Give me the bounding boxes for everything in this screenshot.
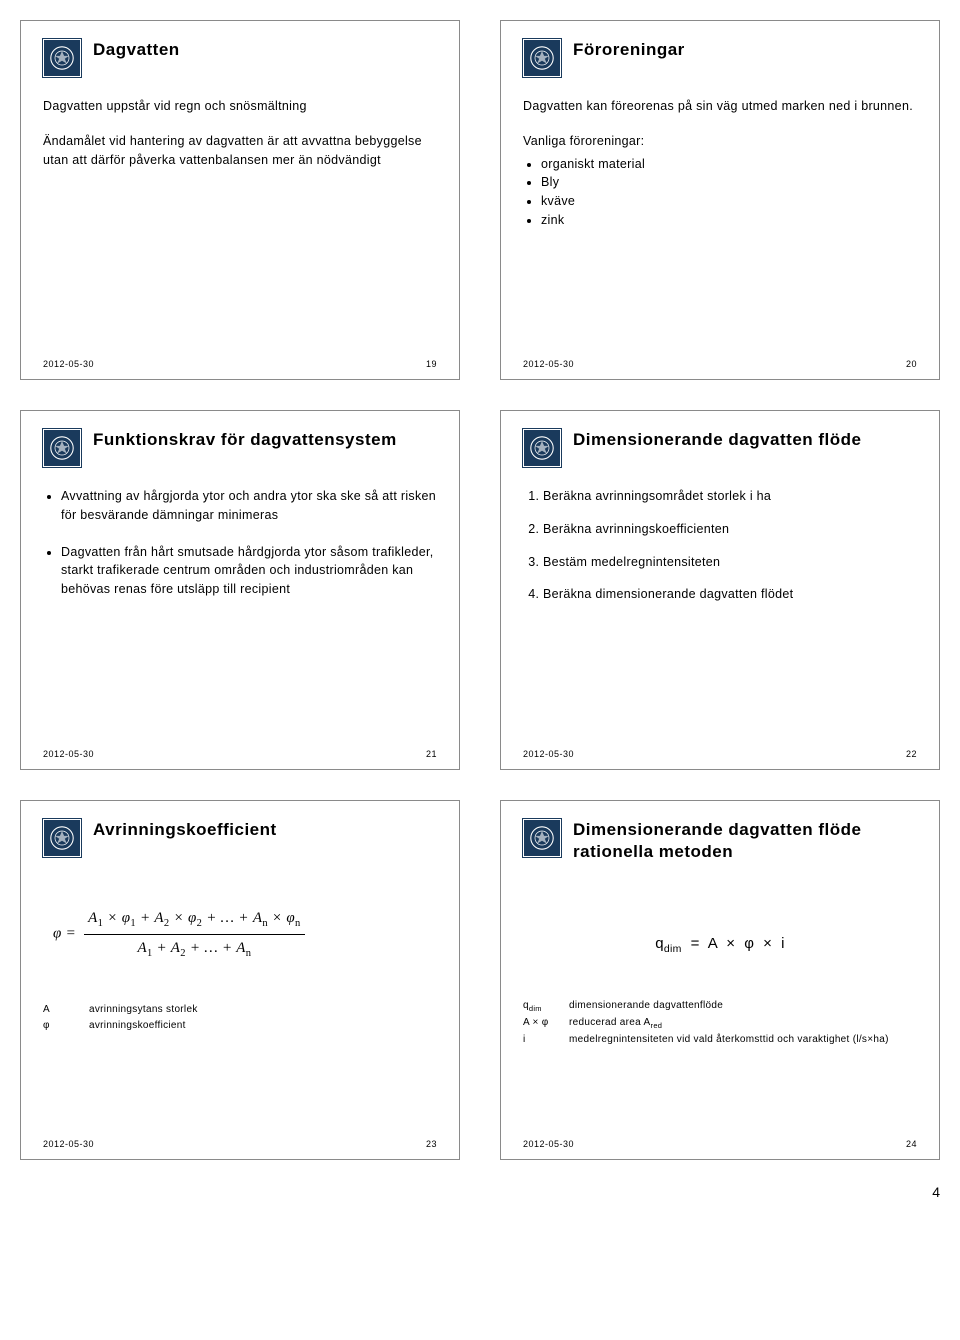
slide-date: 2012-05-30 [43, 749, 94, 759]
slide-content: qdim = A × φ × i qdim dimensionerande da… [523, 883, 917, 1127]
slide-footer: 2012-05-30 22 [523, 749, 917, 759]
paragraph: Dagvatten kan föreorenas på sin väg utme… [523, 97, 917, 116]
slide-title: Föroreningar [573, 39, 685, 61]
slide-23: Avrinningskoefficient φ = A1 × φ1 + A2 ×… [20, 800, 460, 1160]
list-item: kväve [541, 192, 917, 211]
slide-date: 2012-05-30 [523, 1139, 574, 1149]
symbol: φ [43, 1018, 79, 1034]
university-logo-icon [43, 39, 81, 77]
denominator: A1 + A2 + … + An [84, 935, 304, 962]
slide-22: Dimensionerande dagvatten flöde Beräkna … [500, 410, 940, 770]
slide-header: Dimensionerande dagvatten flöde [523, 429, 917, 467]
list-item: Beräkna avrinningsområdet storlek i ha [543, 487, 917, 506]
def-row: φ avrinningskoefficient [43, 1018, 437, 1034]
bullet-list: Avvattning av hårgjorda ytor och andra y… [43, 487, 437, 599]
slide-date: 2012-05-30 [523, 749, 574, 759]
slide-number: 23 [426, 1139, 437, 1149]
list-item: organiskt material [541, 155, 917, 174]
list-item: Bestäm medelregnintensiteten [543, 553, 917, 572]
slide-header: Funktionskrav för dagvattensystem [43, 429, 437, 467]
definitions: qdim dimensionerande dagvattenflöde A × … [523, 998, 917, 1048]
slide-19: Dagvatten Dagvatten uppstår vid regn och… [20, 20, 460, 380]
slide-content: Dagvatten uppstår vid regn och snösmältn… [43, 97, 437, 347]
slide-header: Dimensionerande dagvatten flöde rationel… [523, 819, 917, 863]
list-item: Beräkna dimensionerande dagvatten flödet [543, 585, 917, 604]
paragraph: Dagvatten uppstår vid regn och snösmältn… [43, 97, 437, 116]
numerator: A1 × φ1 + A2 × φ2 + … + An × φn [84, 907, 304, 935]
slide-title: Dimensionerande dagvatten flöde rationel… [573, 819, 917, 863]
paragraph: Vanliga föroreningar: [523, 132, 917, 151]
list-item: zink [541, 211, 917, 230]
equation: qdim = A × φ × i [523, 933, 917, 958]
slide-title: Avrinningskoefficient [93, 819, 277, 841]
bullet-list: organiskt material Bly kväve zink [523, 155, 917, 230]
slide-date: 2012-05-30 [43, 359, 94, 369]
slide-title: Dimensionerande dagvatten flöde [573, 429, 862, 451]
slide-date: 2012-05-30 [43, 1139, 94, 1149]
description: medelregnintensiteten vid vald återkomst… [569, 1032, 889, 1048]
slide-21: Funktionskrav för dagvattensystem Avvatt… [20, 410, 460, 770]
list-item: Beräkna avrinningskoefficienten [543, 520, 917, 539]
formula: φ = A1 × φ1 + A2 × φ2 + … + An × φn A1 +… [53, 907, 437, 962]
slide-content: Dagvatten kan föreorenas på sin väg utme… [523, 97, 917, 347]
list-item: Bly [541, 173, 917, 192]
university-logo-icon [43, 429, 81, 467]
slide-20: Föroreningar Dagvatten kan föreorenas på… [500, 20, 940, 380]
slide-content: Avvattning av hårgjorda ytor och andra y… [43, 487, 437, 737]
list-item: Avvattning av hårgjorda ytor och andra y… [61, 487, 437, 525]
slide-content: Beräkna avrinningsområdet storlek i ha B… [523, 487, 917, 737]
symbol: qdim [523, 998, 559, 1015]
slide-number: 21 [426, 749, 437, 759]
slide-number: 22 [906, 749, 917, 759]
slide-24: Dimensionerande dagvatten flöde rationel… [500, 800, 940, 1160]
university-logo-icon [43, 819, 81, 857]
slide-header: Dagvatten [43, 39, 437, 77]
slide-grid: Dagvatten Dagvatten uppstår vid regn och… [20, 20, 940, 1160]
university-logo-icon [523, 429, 561, 467]
slide-date: 2012-05-30 [523, 359, 574, 369]
def-row: i medelregnintensiteten vid vald återkom… [523, 1032, 917, 1048]
slide-footer: 2012-05-30 21 [43, 749, 437, 759]
def-row: A × φ reducerad area Ared [523, 1015, 917, 1032]
description: avrinningsytans storlek [89, 1002, 198, 1018]
formula-lhs: φ = [53, 926, 76, 942]
slide-title: Dagvatten [93, 39, 180, 61]
symbol: A [43, 1002, 79, 1018]
description: reducerad area Ared [569, 1015, 662, 1032]
description: dimensionerande dagvattenflöde [569, 998, 723, 1015]
def-row: A avrinningsytans storlek [43, 1002, 437, 1018]
paragraph: Ändamålet vid hantering av dagvatten är … [43, 132, 437, 170]
slide-footer: 2012-05-30 19 [43, 359, 437, 369]
slide-number: 20 [906, 359, 917, 369]
list-item: Dagvatten från hårt smutsade hårdgjorda … [61, 543, 437, 599]
slide-title: Funktionskrav för dagvattensystem [93, 429, 397, 451]
slide-header: Föroreningar [523, 39, 917, 77]
slide-footer: 2012-05-30 24 [523, 1139, 917, 1149]
symbol: i [523, 1032, 559, 1048]
slide-number: 19 [426, 359, 437, 369]
def-row: qdim dimensionerande dagvattenflöde [523, 998, 917, 1015]
slide-footer: 2012-05-30 23 [43, 1139, 437, 1149]
university-logo-icon [523, 39, 561, 77]
slide-footer: 2012-05-30 20 [523, 359, 917, 369]
slide-number: 24 [906, 1139, 917, 1149]
slide-header: Avrinningskoefficient [43, 819, 437, 857]
symbol: A × φ [523, 1015, 559, 1032]
definitions: A avrinningsytans storlek φ avrinningsko… [43, 1002, 437, 1034]
page-number: 4 [20, 1184, 940, 1200]
fraction: A1 × φ1 + A2 × φ2 + … + An × φn A1 + A2 … [84, 907, 304, 962]
ordered-list: Beräkna avrinningsområdet storlek i ha B… [523, 487, 917, 604]
slide-content: φ = A1 × φ1 + A2 × φ2 + … + An × φn A1 +… [43, 877, 437, 1127]
description: avrinningskoefficient [89, 1018, 186, 1034]
university-logo-icon [523, 819, 561, 857]
